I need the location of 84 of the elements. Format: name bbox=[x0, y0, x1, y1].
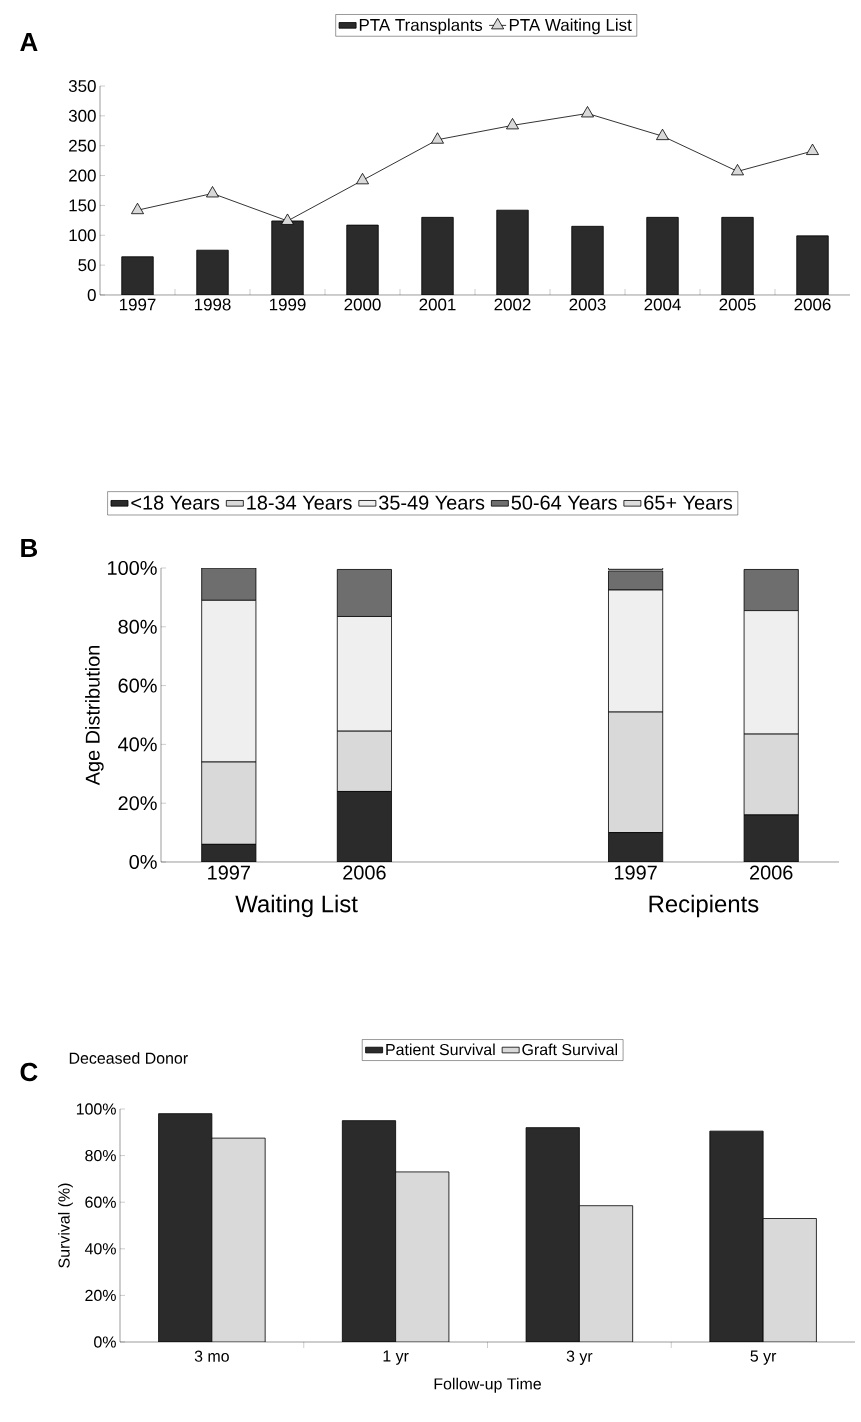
y-tick-label: 100 bbox=[69, 229, 96, 242]
chart-title: A bbox=[20, 33, 38, 51]
legend-label: 35-49 Years bbox=[379, 495, 485, 510]
y-tick-label: 200 bbox=[69, 169, 96, 182]
y-tick-label: 300 bbox=[68, 109, 96, 122]
point bbox=[281, 213, 294, 225]
point bbox=[806, 143, 819, 155]
legend-label: Graft Survival bbox=[522, 1043, 618, 1056]
x-tick-label: 3 mo bbox=[194, 1350, 229, 1362]
legend-label: 18-34 Years bbox=[247, 495, 352, 510]
chart-title: C bbox=[20, 1062, 38, 1082]
y-tick-label: 40% bbox=[84, 1243, 116, 1255]
chart-title: B bbox=[21, 539, 38, 557]
x-tick-label: 2006 bbox=[794, 298, 831, 311]
legend-label: 65+ Years bbox=[644, 495, 733, 510]
bar bbox=[525, 1127, 580, 1342]
x-tick-label: 1999 bbox=[269, 298, 306, 311]
y-tick-label: 50 bbox=[78, 259, 96, 272]
y-axis-title: Age Distribution bbox=[85, 646, 104, 786]
x-tick-label: 1998 bbox=[194, 298, 231, 311]
x-tick-label: 2005 bbox=[719, 298, 756, 311]
bar bbox=[578, 1205, 634, 1342]
point bbox=[731, 163, 744, 176]
y-tick-label: 150 bbox=[69, 199, 96, 212]
point bbox=[581, 106, 594, 118]
bar bbox=[721, 216, 754, 295]
y-tick-label: 80% bbox=[118, 619, 157, 634]
x-tick-label: 5 yr bbox=[750, 1350, 777, 1365]
y-tick-label: 20% bbox=[118, 796, 157, 811]
bar bbox=[395, 1171, 450, 1342]
bar bbox=[762, 1218, 817, 1342]
bar bbox=[121, 256, 154, 295]
y-tick-label: 100% bbox=[108, 560, 157, 576]
y-tick-label: 80% bbox=[85, 1149, 116, 1162]
x-tick-label: 2004 bbox=[644, 298, 681, 311]
legend-label: 50-64 Years bbox=[511, 495, 617, 510]
point bbox=[656, 128, 669, 141]
bar bbox=[211, 1137, 266, 1342]
text: Waiting List bbox=[235, 894, 358, 918]
y-tick-label: 60% bbox=[118, 678, 157, 693]
x-tick-label: 1997 bbox=[208, 865, 250, 880]
legend-label: PTA Waiting List bbox=[509, 18, 632, 35]
y-tick-label: 0 bbox=[87, 288, 96, 301]
bar bbox=[196, 249, 229, 295]
x-tick-label: 1 yr bbox=[383, 1350, 409, 1365]
legend-label: <18 Years bbox=[131, 495, 220, 510]
y-tick-label: 350 bbox=[68, 79, 96, 92]
bar bbox=[346, 224, 379, 295]
x-tick-label: 2000 bbox=[344, 298, 381, 311]
point bbox=[506, 117, 519, 130]
y-tick-label: 100% bbox=[76, 1103, 116, 1115]
y-tick-label: 60% bbox=[85, 1196, 116, 1208]
x-tick-label: 2006 bbox=[750, 865, 793, 880]
bar bbox=[421, 216, 454, 295]
bar bbox=[646, 216, 679, 295]
bar bbox=[496, 209, 529, 295]
legend-label: PTA Transplants bbox=[359, 18, 483, 35]
x-tick-label: 2006 bbox=[343, 865, 386, 880]
x-tick-label: 2001 bbox=[419, 298, 456, 311]
x-axis-title: Follow-up Time bbox=[434, 1377, 541, 1393]
bar bbox=[341, 1120, 397, 1342]
y-axis-title: Survival (%) bbox=[58, 1183, 73, 1268]
text: Recipients bbox=[649, 894, 759, 918]
x-tick-label: 1997 bbox=[119, 298, 156, 311]
point bbox=[431, 132, 444, 144]
bar bbox=[796, 235, 829, 295]
y-tick-label: 40% bbox=[118, 737, 157, 752]
point bbox=[131, 202, 144, 215]
x-tick-label: 1997 bbox=[614, 865, 657, 880]
bar bbox=[571, 225, 604, 295]
bar bbox=[709, 1130, 764, 1342]
bar bbox=[158, 1113, 213, 1342]
legend-label: Patient Survival bbox=[386, 1043, 495, 1056]
y-tick-label: 0% bbox=[129, 854, 157, 870]
point bbox=[206, 186, 219, 198]
y-tick-label: 250 bbox=[69, 139, 96, 152]
point bbox=[356, 172, 369, 185]
x-tick-label: 2003 bbox=[569, 298, 606, 311]
x-tick-label: 2002 bbox=[494, 298, 531, 311]
bar bbox=[271, 220, 304, 295]
x-tick-label: 3 yr bbox=[566, 1350, 593, 1365]
chart-subtitle: Deceased Donor bbox=[69, 1052, 188, 1064]
y-tick-label: 0% bbox=[94, 1336, 116, 1348]
y-tick-label: 20% bbox=[85, 1289, 116, 1302]
